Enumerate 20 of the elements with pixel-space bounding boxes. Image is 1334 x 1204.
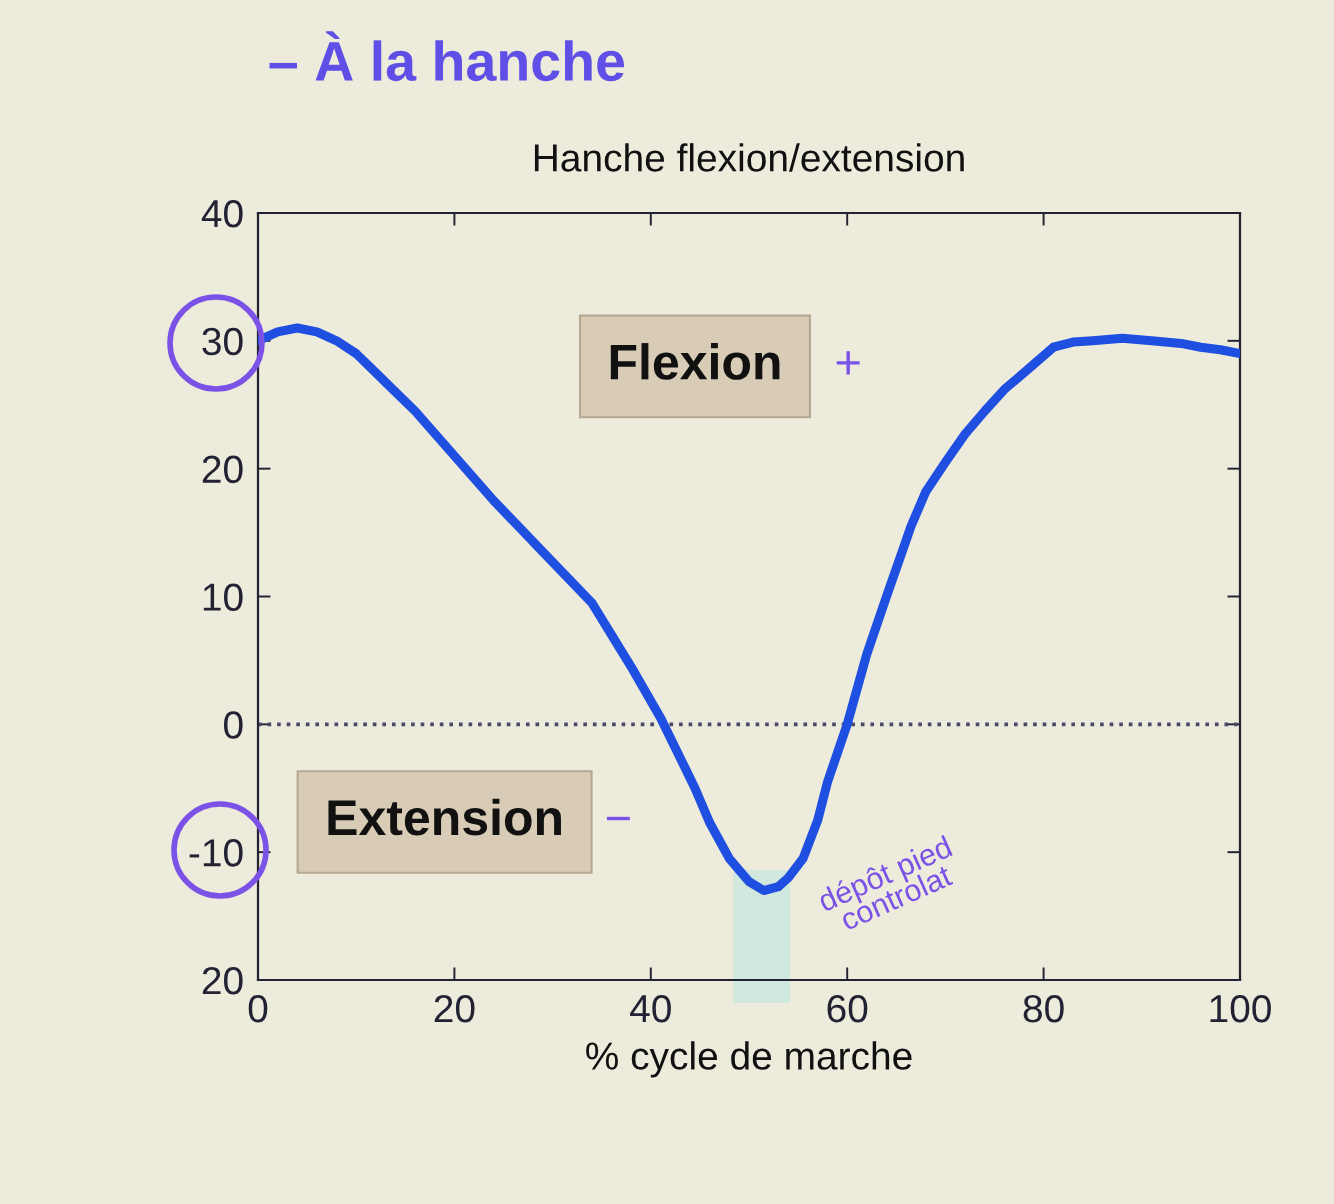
- text: – À la hanche: [269, 31, 625, 82]
- y-tick-label: 20: [202, 966, 243, 995]
- x-tick-label: 100: [1210, 994, 1271, 1023]
- annotation: Extension: [328, 798, 561, 836]
- x-tick-label: 40: [630, 994, 671, 1023]
- annotation: +: [836, 351, 860, 375]
- chart-title: Hanche flexion/extension: [534, 143, 964, 172]
- y-tick-label: -10: [189, 839, 243, 867]
- x-tick-label: 0: [248, 994, 268, 1023]
- x-tick-label: 80: [1023, 994, 1064, 1023]
- y-tick-label: 0: [224, 711, 243, 739]
- y-tick-label: 20: [202, 455, 243, 484]
- y-tick-label: 40: [201, 199, 243, 228]
- annotation: Flexion: [610, 343, 780, 380]
- annotation: −: [606, 816, 630, 821]
- x-tick-label: 60: [827, 994, 868, 1023]
- y-tick-label: 30: [202, 327, 243, 356]
- y-tick-label: 10: [203, 583, 243, 611]
- x-tick-label: 20: [434, 994, 475, 1023]
- x-axis-title: % cycle de marche: [586, 1041, 912, 1078]
